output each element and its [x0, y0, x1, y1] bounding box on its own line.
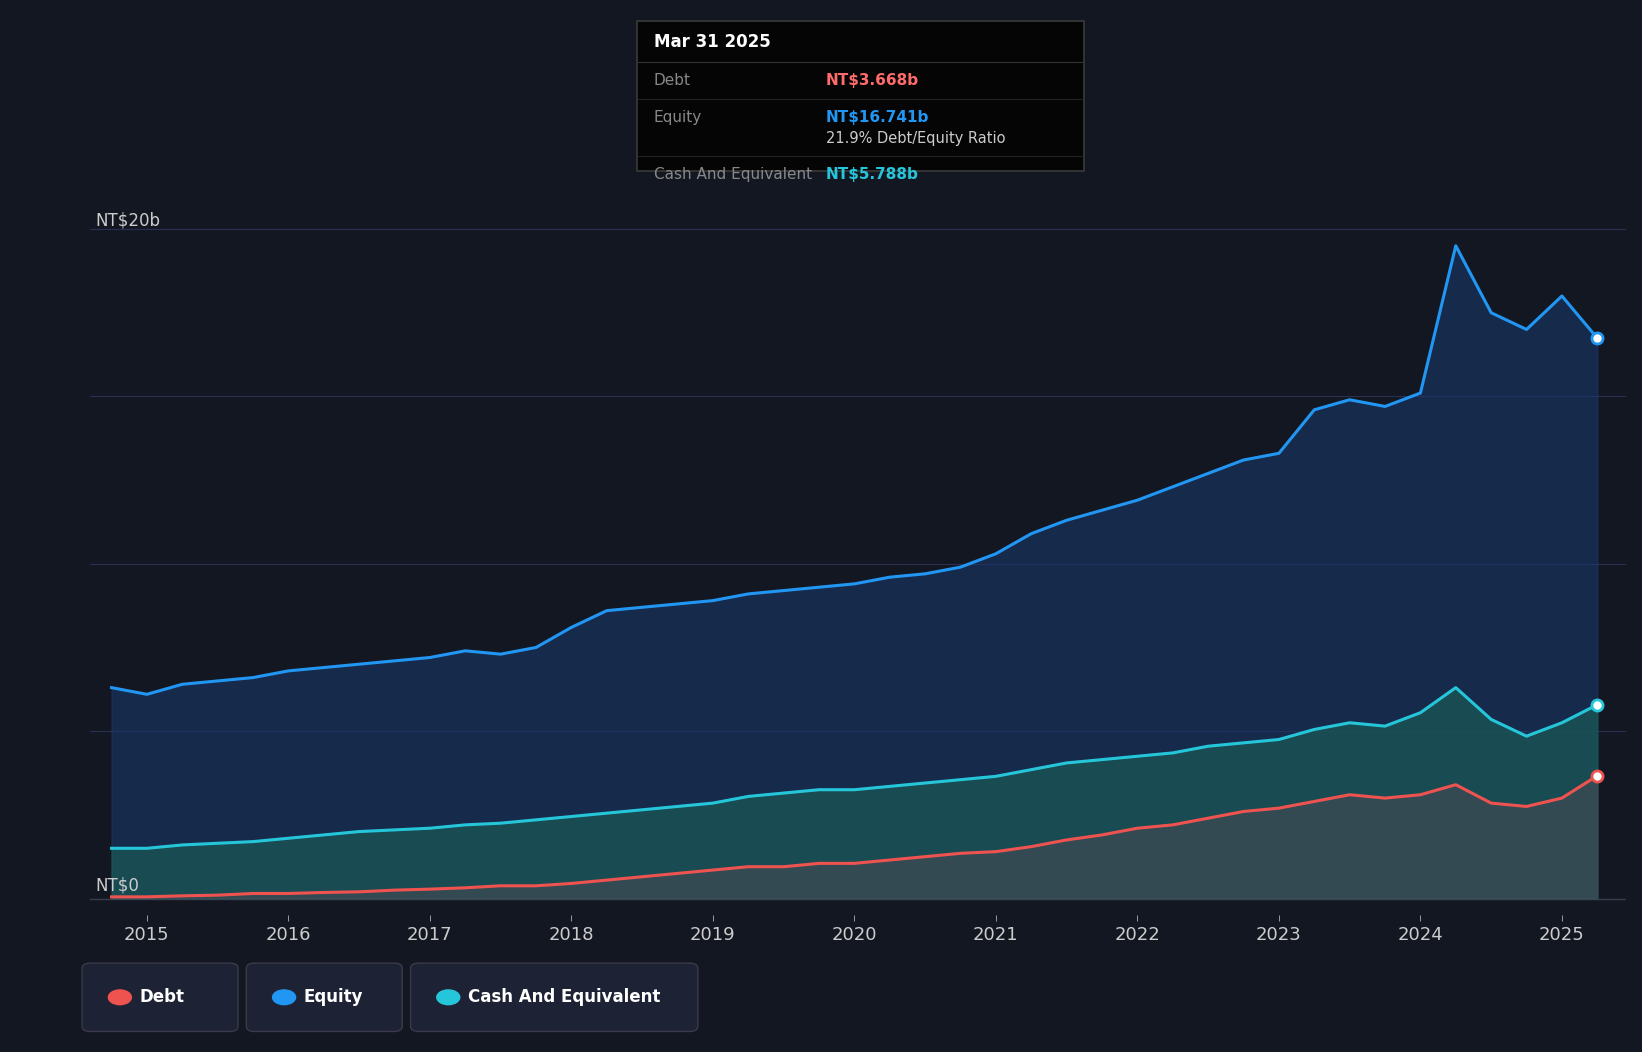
Text: Equity: Equity: [304, 988, 363, 1007]
Text: Debt: Debt: [654, 74, 691, 88]
Text: NT$5.788b: NT$5.788b: [826, 167, 920, 182]
Text: Debt: Debt: [140, 988, 184, 1007]
Text: NT$20b: NT$20b: [95, 211, 159, 229]
Text: Equity: Equity: [654, 110, 701, 125]
Text: NT$3.668b: NT$3.668b: [826, 74, 920, 88]
Text: 21.9% Debt/Equity Ratio: 21.9% Debt/Equity Ratio: [826, 132, 1005, 146]
Text: NT$16.741b: NT$16.741b: [826, 110, 929, 125]
Text: Cash And Equivalent: Cash And Equivalent: [468, 988, 660, 1007]
Text: Mar 31 2025: Mar 31 2025: [654, 34, 770, 52]
Text: Cash And Equivalent: Cash And Equivalent: [654, 167, 811, 182]
Text: NT$0: NT$0: [95, 876, 140, 895]
